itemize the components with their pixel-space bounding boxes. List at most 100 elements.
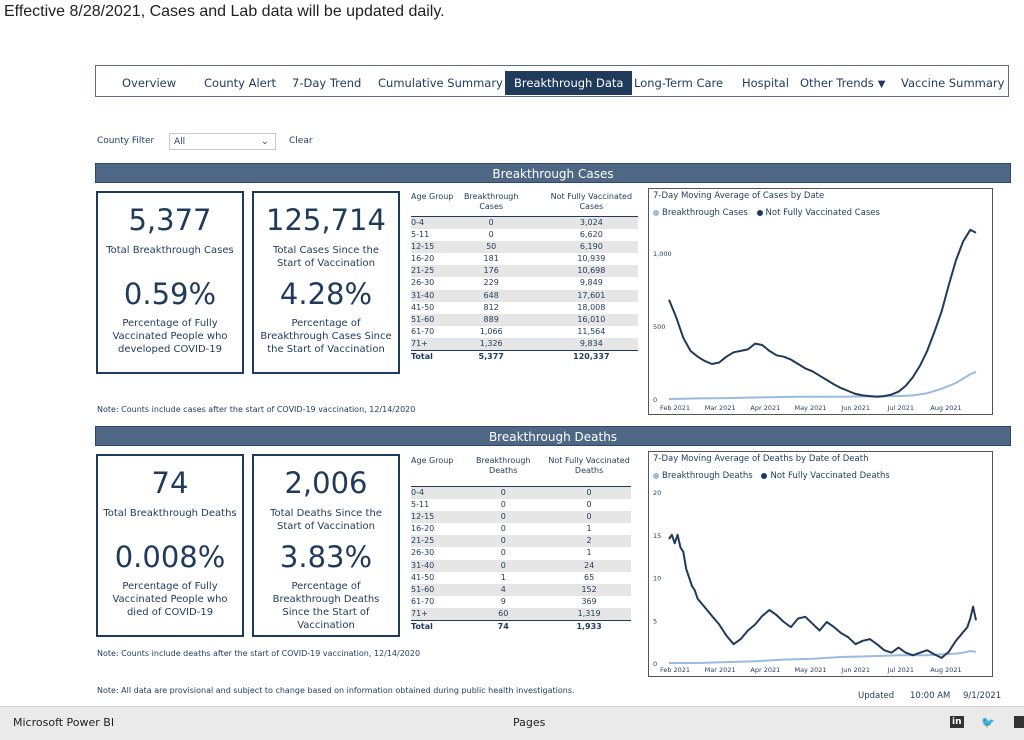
breakthrough-cell: 0 [500, 524, 506, 534]
breakthrough-cell: 229 [483, 278, 499, 288]
not-vaccinated-cell: 1,319 [547, 607, 631, 621]
deaths-chart-legend: Breakthrough Deaths Not Fully Vaccinated… [653, 471, 890, 481]
age-group-cell: 71+ [411, 337, 458, 351]
x-tick-label: Jun 2021 [840, 404, 870, 412]
tab-other-trends[interactable]: Other Trends ▼ [796, 72, 889, 94]
col-not-vaccinated-cases: Not Fully Vaccinated Cases [524, 192, 638, 217]
breakthrough-cell: 648 [457, 289, 525, 302]
age-group-cell: 51-60 [411, 583, 460, 596]
cases-chart-title: 7-Day Moving Average of Cases by Date [653, 191, 825, 201]
table-row: 12-15 50 6,190 [411, 241, 638, 254]
x-tick-label: May 2021 [794, 404, 826, 412]
table-total-row: Total 5,377 120,337 [411, 350, 638, 364]
breakthrough-cell: 1 [500, 572, 506, 582]
facebook-icon[interactable] [1014, 716, 1024, 728]
breakthrough-cell: 0 [459, 559, 548, 572]
y-tick-label: 5 [653, 617, 657, 625]
age-group-cell: 31-40 [411, 289, 458, 302]
series-line-not-vaccinated [668, 228, 977, 398]
y-tick-label: 0 [653, 396, 657, 404]
provisional-data-note: Note: All data are provisional and subje… [97, 686, 575, 695]
deaths-chart-title: 7-Day Moving Average of Deaths by Date o… [653, 454, 869, 464]
age-group-cell: 5-11 [411, 500, 430, 510]
age-group-cell: 21-25 [411, 535, 460, 548]
pct-vaccinated-deaths-value: 0.008% [114, 540, 226, 574]
county-filter-select[interactable]: All ⌄ [169, 133, 276, 150]
y-tick-label: 500 [653, 323, 665, 331]
nav-bar: Overview County Alert 7-Day Trend Cumula… [95, 65, 1009, 97]
series-line-breakthrough [668, 371, 977, 400]
not-vaccinated-cell: 9,834 [524, 337, 638, 351]
twitter-icon[interactable]: 🐦 [981, 716, 995, 729]
clear-filter-button[interactable]: Clear [289, 136, 313, 146]
table-row: 26-30 0 1 [411, 547, 631, 559]
x-tick-label: Jul 2021 [887, 404, 914, 412]
not-vaccinated-cell: 10,939 [577, 254, 606, 264]
total-breakthrough-cell: 74 [459, 620, 548, 634]
age-group-cell: 21-25 [411, 265, 458, 278]
tab-hospital[interactable]: Hospital [742, 76, 789, 90]
table-row: 51-60 4 152 [411, 583, 631, 596]
y-tick-label: 20 [653, 489, 661, 497]
legend-dot-dark-icon [761, 472, 768, 479]
age-group-cell: 16-20 [411, 254, 435, 264]
tab-cumulative-summary[interactable]: Cumulative Summary [378, 76, 503, 90]
not-vaccinated-cell: 16,010 [524, 313, 638, 326]
total-breakthrough-deaths-value: 74 [151, 466, 189, 500]
legend-dot-light-icon [653, 472, 659, 479]
table-row: 41-50 1 65 [411, 572, 631, 584]
linkedin-icon[interactable]: in [950, 716, 964, 728]
table-row: 0-4 0 0 [411, 486, 631, 500]
age-group-cell: 31-40 [411, 559, 460, 572]
age-group-cell: 16-20 [411, 524, 435, 534]
cases-note: Note: Counts include cases after the sta… [97, 405, 416, 414]
pages-button[interactable]: Pages [513, 716, 546, 729]
powerbi-brand-link[interactable]: Microsoft Power BI [13, 716, 115, 729]
breakthrough-cell: 1,326 [457, 337, 525, 351]
table-row: 31-40 0 24 [411, 559, 631, 572]
not-vaccinated-cell: 1 [586, 524, 592, 534]
tab-breakthrough-data[interactable]: Breakthrough Data [505, 71, 633, 95]
x-tick-label: Feb 2021 [660, 404, 690, 412]
not-vaccinated-cell: 152 [547, 583, 631, 596]
age-group-cell: 71+ [411, 607, 460, 621]
cases-chart[interactable]: 7-Day Moving Average of Cases by Date Br… [648, 188, 993, 415]
tab-long-term-care[interactable]: Long-Term Care [634, 76, 724, 90]
cases-kpi-card-2: 125,714 Total Cases Since the Start of V… [252, 191, 400, 374]
tab-overview[interactable]: Overview [122, 76, 177, 90]
total-breakthrough-cell: 5,377 [457, 350, 525, 364]
pct-breakthrough-cases-value: 4.28% [279, 277, 373, 311]
total-breakthrough-cases-label: Total Breakthrough Cases [106, 245, 234, 256]
tab-vaccine-summary[interactable]: Vaccine Summary [901, 76, 1005, 90]
not-vaccinated-cell: 17,601 [524, 289, 638, 302]
tab-7-day-trend[interactable]: 7-Day Trend [292, 76, 362, 90]
table-row: 5-11 0 0 [411, 499, 631, 511]
pct-vaccinated-cases-value: 0.59% [123, 277, 217, 311]
pct-vaccinated-cases-label: Percentage of Fully Vaccinated People wh… [112, 318, 228, 355]
legend-not-vaccinated: Not Fully Vaccinated Cases [765, 208, 880, 218]
total-cases-since-vaccination-label: Total Cases Since the Start of Vaccinati… [272, 245, 380, 269]
legend-dot-dark-icon [756, 209, 763, 216]
not-vaccinated-cell: 9,849 [579, 278, 603, 288]
series-line-breakthrough [669, 650, 977, 664]
x-tick-label: Mar 2021 [705, 666, 736, 674]
legend-breakthrough: Breakthrough Cases [662, 208, 748, 218]
chevron-down-icon: ▼ [877, 79, 886, 90]
update-banner: Effective 8/28/2021, Cases and Lab data … [4, 3, 445, 20]
cases-chart-legend: Breakthrough Cases Not Fully Vaccinated … [653, 208, 880, 218]
age-group-cell: 26-30 [411, 548, 435, 558]
breakthrough-cell: 0 [488, 230, 494, 240]
not-vaccinated-cell: 18,008 [577, 302, 606, 312]
legend-breakthrough: Breakthrough Deaths [662, 471, 753, 481]
col-age-group: Age Group [411, 192, 458, 217]
deaths-chart[interactable]: 7-Day Moving Average of Deaths by Date o… [648, 451, 993, 677]
total-breakthrough-deaths-label: Total Breakthrough Deaths [103, 508, 237, 519]
not-vaccinated-cell: 24 [547, 559, 631, 572]
col-breakthrough-cases: Breakthrough Cases [457, 192, 525, 217]
tab-county-alert[interactable]: County Alert [204, 76, 276, 90]
table-row: 41-50 812 18,008 [411, 302, 638, 314]
updated-label: Updated [858, 691, 895, 701]
age-group-cell: 51-60 [411, 313, 458, 326]
age-group-cell: 5-11 [411, 230, 430, 240]
cases-kpi-card-1: 5,377 Total Breakthrough Cases 0.59% Per… [96, 191, 244, 374]
